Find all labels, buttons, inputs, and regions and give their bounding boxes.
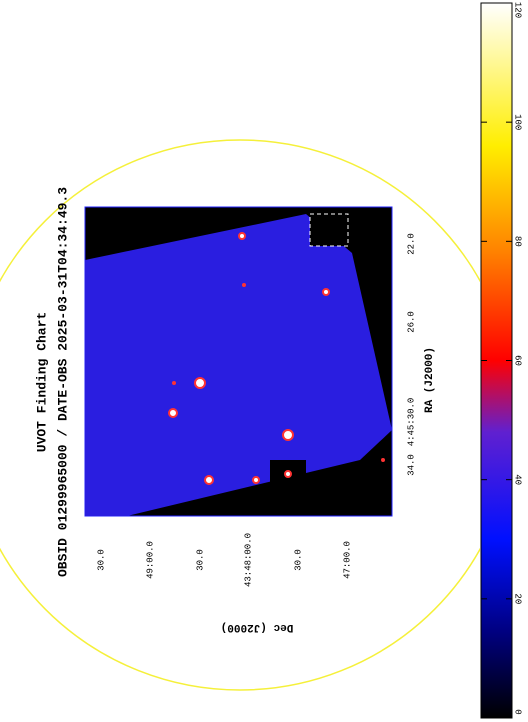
star	[168, 408, 178, 418]
chart-subtitle: OBSID 01299965000 / DATE-OBS 2025-03-31T…	[55, 187, 70, 577]
x-tick-label: 26.0	[406, 311, 416, 333]
colorbar-tick-label: 120	[513, 2, 523, 18]
colorbar-tick-label: 60	[513, 355, 523, 366]
colorbar-tick-label: 100	[513, 114, 523, 130]
star	[194, 377, 206, 389]
star	[204, 475, 214, 485]
colorbar-tick-label: 20	[513, 593, 523, 604]
y-tick-label: 30.0	[96, 549, 106, 571]
y-tick-label: 30.0	[293, 549, 303, 571]
star	[242, 283, 246, 287]
y-tick-label: 49:00.0	[145, 541, 155, 579]
star	[238, 232, 246, 240]
chart-title: UVOT Finding Chart	[34, 312, 49, 452]
y-tick-label: 43:48:00.0	[243, 533, 253, 587]
region-circle	[0, 139, 480, 691]
star	[282, 429, 294, 441]
y-tick-label: 30.0	[195, 549, 205, 571]
star	[381, 458, 385, 462]
x-axis-label: RA (J2000)	[424, 347, 436, 413]
x-tick-label: 22.0	[406, 233, 416, 255]
star	[252, 476, 260, 484]
exposure-area	[85, 214, 392, 516]
colorbar-tick-label: 80	[513, 236, 523, 247]
stars	[168, 232, 385, 485]
y-axis-label: Dec (J2000)	[221, 621, 294, 633]
x-tick-label: 4:45:30.0	[406, 398, 416, 447]
star	[172, 381, 176, 385]
star	[284, 470, 292, 478]
y-tick-label: 47:00.0	[342, 541, 352, 579]
colorbar-tick-label: 40	[513, 474, 523, 485]
image-gap	[309, 213, 349, 247]
star	[322, 288, 330, 296]
x-tick-label: 34.0	[406, 454, 416, 476]
colorbar-tick-label: 0	[513, 709, 523, 714]
